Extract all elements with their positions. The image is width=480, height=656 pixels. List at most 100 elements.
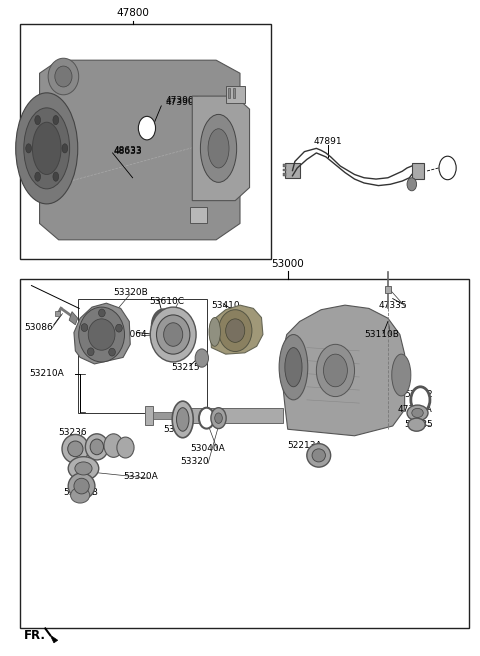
Ellipse shape	[62, 144, 68, 153]
Ellipse shape	[108, 348, 115, 356]
Ellipse shape	[407, 178, 417, 191]
Bar	[233, 89, 235, 98]
Bar	[21, 279, 469, 628]
Ellipse shape	[87, 348, 94, 356]
Bar	[283, 164, 286, 167]
Bar	[226, 87, 245, 102]
Bar	[283, 169, 286, 171]
Ellipse shape	[279, 335, 308, 400]
Ellipse shape	[33, 122, 61, 174]
Text: 53210A: 53210A	[29, 369, 64, 379]
Ellipse shape	[88, 319, 115, 350]
Text: A: A	[144, 123, 150, 133]
Text: 53320A: 53320A	[123, 472, 158, 482]
Ellipse shape	[74, 478, 89, 494]
Text: 53410: 53410	[211, 300, 240, 310]
Ellipse shape	[68, 473, 95, 499]
Polygon shape	[50, 635, 58, 643]
Ellipse shape	[81, 323, 88, 331]
Ellipse shape	[90, 439, 104, 455]
Text: 47390B: 47390B	[166, 96, 201, 105]
Ellipse shape	[55, 66, 72, 87]
Text: 53110B: 53110B	[364, 330, 399, 339]
Text: 53610C: 53610C	[149, 297, 184, 306]
Text: 53215: 53215	[171, 363, 199, 372]
Ellipse shape	[116, 324, 122, 332]
Polygon shape	[210, 305, 263, 354]
Text: 47800: 47800	[116, 8, 149, 18]
Ellipse shape	[316, 344, 355, 397]
Ellipse shape	[407, 405, 428, 420]
Ellipse shape	[324, 354, 348, 387]
Text: 53325: 53325	[164, 424, 192, 434]
Bar	[285, 163, 300, 178]
Ellipse shape	[195, 349, 208, 367]
Text: 47358A: 47358A	[397, 405, 432, 414]
Ellipse shape	[68, 457, 99, 480]
Ellipse shape	[218, 310, 252, 352]
Text: 52213A: 52213A	[288, 441, 323, 450]
Ellipse shape	[307, 443, 331, 467]
Ellipse shape	[24, 108, 70, 189]
Bar	[149, 411, 187, 419]
Ellipse shape	[98, 309, 105, 317]
Ellipse shape	[156, 315, 190, 354]
Ellipse shape	[62, 434, 89, 463]
Ellipse shape	[104, 434, 123, 457]
Ellipse shape	[392, 354, 411, 396]
Bar	[228, 89, 230, 98]
Ellipse shape	[71, 487, 90, 503]
Polygon shape	[39, 60, 240, 240]
Text: FR.: FR.	[24, 628, 46, 642]
Bar	[144, 406, 153, 424]
Ellipse shape	[226, 319, 245, 342]
Ellipse shape	[411, 387, 430, 413]
Circle shape	[138, 116, 156, 140]
Text: 53320B: 53320B	[114, 287, 148, 297]
Bar	[385, 285, 391, 293]
Bar	[283, 173, 286, 176]
Ellipse shape	[208, 129, 229, 168]
Text: 53236: 53236	[59, 428, 87, 437]
Ellipse shape	[200, 114, 237, 182]
Ellipse shape	[53, 172, 59, 181]
Text: 53086: 53086	[24, 323, 53, 333]
Polygon shape	[282, 305, 405, 436]
Text: 53352: 53352	[405, 390, 433, 399]
Ellipse shape	[209, 318, 220, 346]
Polygon shape	[192, 96, 250, 201]
Ellipse shape	[68, 441, 83, 457]
Ellipse shape	[16, 93, 78, 204]
Text: 47390B: 47390B	[166, 98, 201, 107]
Ellipse shape	[48, 58, 79, 95]
Ellipse shape	[79, 307, 124, 362]
Ellipse shape	[408, 418, 425, 431]
Circle shape	[439, 156, 456, 180]
Bar	[55, 311, 60, 316]
Bar	[21, 24, 271, 259]
Polygon shape	[69, 312, 78, 325]
Bar	[185, 408, 283, 422]
Text: 48633: 48633	[114, 146, 142, 155]
Text: 47335: 47335	[378, 300, 407, 310]
Ellipse shape	[412, 408, 423, 417]
Text: 53064: 53064	[118, 330, 147, 339]
Ellipse shape	[211, 407, 226, 428]
Ellipse shape	[85, 434, 108, 460]
Ellipse shape	[199, 407, 214, 428]
Text: 53040A: 53040A	[190, 444, 225, 453]
Text: 53371B: 53371B	[63, 488, 98, 497]
Ellipse shape	[117, 437, 134, 458]
Text: 53320: 53320	[180, 457, 209, 466]
Polygon shape	[190, 207, 206, 224]
Ellipse shape	[150, 307, 196, 362]
Ellipse shape	[35, 172, 40, 181]
Text: 47891: 47891	[314, 137, 343, 146]
Ellipse shape	[285, 348, 302, 387]
Text: 48633: 48633	[114, 147, 142, 156]
Text: A: A	[444, 163, 451, 173]
Ellipse shape	[312, 449, 325, 462]
Text: 53000: 53000	[271, 258, 304, 268]
Bar	[78, 298, 206, 413]
Bar	[412, 163, 424, 179]
